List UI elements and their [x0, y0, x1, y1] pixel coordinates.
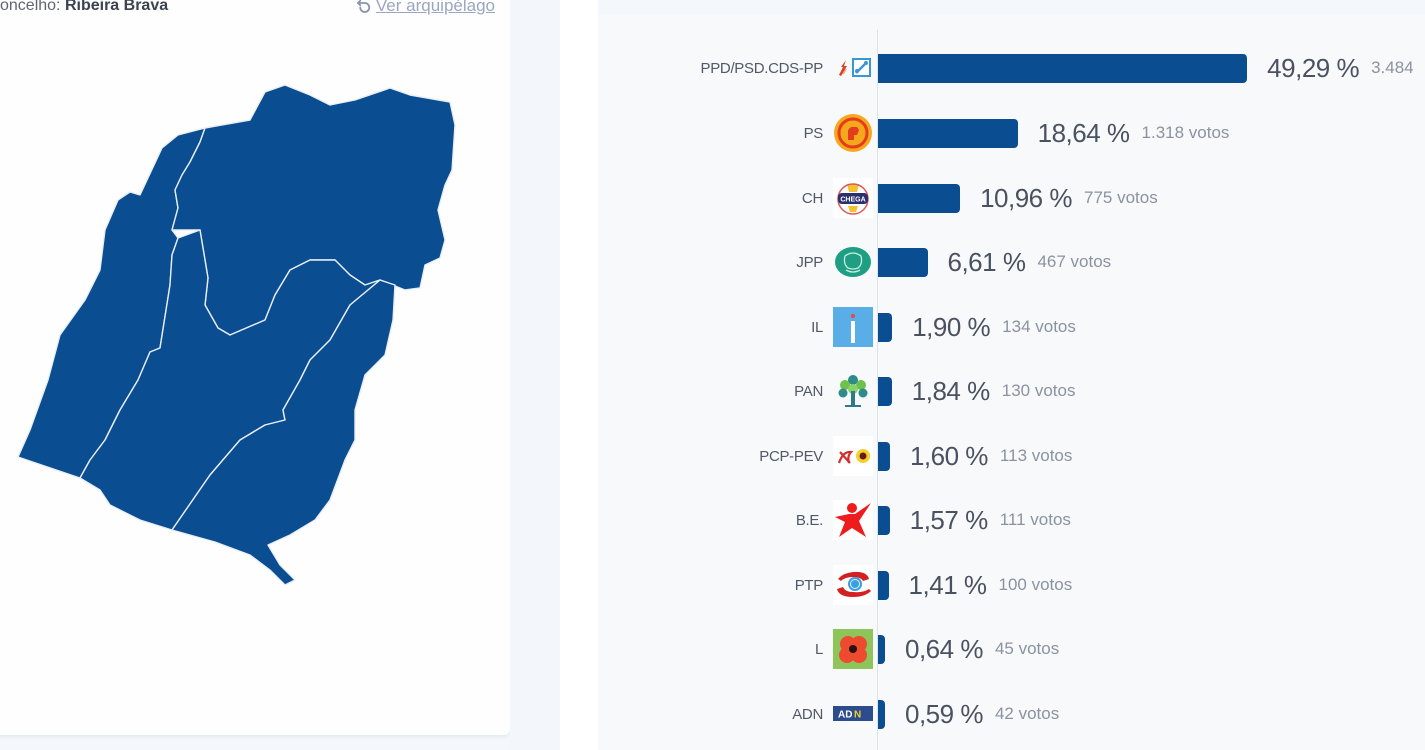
percentage-label: 1,84 % [911, 375, 990, 406]
result-bar [878, 248, 928, 277]
concelho-label: oncelho: [0, 0, 61, 14]
svg-text:N: N [854, 710, 861, 721]
svg-text:AD: AD [838, 710, 852, 721]
concelho-info: oncelho: Ribeira Brava [0, 0, 168, 15]
result-bar [878, 119, 1018, 148]
result-row[interactable]: PTP 1,41 % 100 votos [598, 565, 1425, 605]
party-name: PS [803, 124, 824, 142]
party-name: JPP [796, 253, 823, 271]
result-value: 1,84 % 130 votos [912, 371, 1076, 411]
psd-cds-logo-icon [832, 48, 874, 88]
percentage-label: 49,29 % [1267, 52, 1360, 83]
party-name: PCP-PEV [759, 447, 823, 465]
result-value: 1,41 % 100 votos [909, 565, 1073, 605]
votes-label: 42 votos [994, 704, 1060, 723]
party-name: L [814, 640, 823, 658]
votes-label: 100 votos [998, 575, 1073, 594]
party-name: PTP [794, 576, 824, 594]
view-archipelago-label: Ver arquipélago [375, 0, 495, 15]
result-row[interactable]: CH CHEGA 10,96 % 775 votos [598, 178, 1425, 218]
result-bar [878, 571, 889, 600]
parish-map[interactable] [0, 80, 470, 610]
pan-tree-logo-icon [832, 371, 874, 411]
party-name: PAN [794, 382, 823, 400]
result-bar [878, 700, 885, 729]
result-value: 1,90 % 134 votos [912, 307, 1076, 347]
map-card: oncelho: Ribeira Brava Ver arquipélago [0, 0, 510, 735]
result-bar [878, 377, 892, 406]
ps-fist-logo-icon [832, 113, 874, 153]
result-value: 1,57 % 111 votos [910, 500, 1071, 540]
result-row[interactable]: PCP-PEV 1,60 % 113 votos [598, 436, 1425, 476]
result-row[interactable]: B.E. 1,57 % 111 votos [598, 500, 1425, 540]
percentage-label: 1,60 % [909, 440, 988, 471]
result-bar [878, 506, 890, 535]
percentage-label: 1,90 % [912, 311, 991, 342]
votes-label: 134 votos [1002, 317, 1076, 336]
map-region-southeast[interactable] [171, 279, 396, 586]
party-name: ADN [792, 705, 823, 723]
votes-label: 3.484 [1371, 58, 1414, 77]
pcp-pev-logo-icon [832, 436, 874, 476]
spacer [560, 0, 598, 750]
votes-label: 111 votos [999, 510, 1071, 529]
party-name: IL [811, 318, 823, 336]
map-header: oncelho: Ribeira Brava Ver arquipélago [0, 0, 495, 18]
be-star-logo-icon [832, 500, 874, 540]
chega-logo-icon: CHEGA [832, 178, 874, 218]
percentage-label: 1,57 % [909, 504, 988, 535]
result-bar [878, 442, 890, 471]
percentage-label: 0,59 % [905, 698, 983, 729]
livre-poppy-logo-icon [832, 629, 874, 669]
result-row[interactable]: L 0,64 % 45 votos [598, 629, 1425, 669]
party-name: B.E. [795, 511, 823, 529]
ptp-logo-icon [832, 565, 874, 605]
result-row[interactable]: IL 1,90 % 134 votos [598, 307, 1425, 347]
votes-label: 45 votos [994, 639, 1060, 658]
result-value: 49,29 % 3.484 [1267, 48, 1413, 88]
result-bar [878, 313, 893, 342]
percentage-label: 1,41 % [908, 569, 987, 600]
view-archipelago-link[interactable]: Ver arquipélago [355, 0, 495, 16]
result-value: 1,60 % 113 votos [910, 436, 1072, 476]
result-row[interactable]: JPP 6,61 % 467 votos [598, 242, 1425, 282]
votes-label: 130 votos [1001, 381, 1076, 400]
adn-logo-icon: AD N [832, 694, 874, 734]
result-value: 10,96 % 775 votos [980, 178, 1158, 218]
undo-arrow-icon [356, 0, 371, 13]
votes-label: 1.318 votos [1141, 123, 1230, 142]
result-row[interactable]: PPD/PSD.CDS-PP 49,29 % 3.484 [598, 48, 1425, 88]
result-row[interactable]: PS 18,64 % 1.318 votos [598, 113, 1425, 153]
votes-label: 113 votos [999, 446, 1073, 465]
votes-label: 467 votos [1037, 252, 1112, 271]
result-value: 0,59 % 42 votos [905, 694, 1059, 734]
result-row[interactable]: PAN 1,84 % 130 votos [598, 371, 1425, 411]
separator-strip [510, 0, 560, 750]
percentage-label: 10,96 % [980, 182, 1072, 213]
votes-label: 775 votos [1083, 188, 1158, 207]
percentage-label: 18,64 % [1037, 117, 1130, 148]
party-name: PPD/PSD.CDS-PP [700, 59, 824, 77]
party-name: CH [801, 189, 823, 207]
result-row[interactable]: ADN AD N 0,59 % 42 votos [598, 694, 1425, 734]
result-bar [878, 184, 961, 213]
jpp-logo-icon [832, 242, 874, 282]
result-bar [878, 635, 885, 664]
result-value: 18,64 % 1.318 votos [1038, 113, 1230, 153]
result-value: 0,64 % 45 votos [905, 629, 1059, 669]
svg-text:CHEGA: CHEGA [840, 197, 865, 204]
result-value: 6,61 % 467 votos [948, 242, 1112, 282]
chart-axis-line [877, 30, 878, 750]
result-bar [878, 54, 1248, 83]
concelho-value: Ribeira Brava [64, 0, 169, 14]
percentage-label: 0,64 % [905, 633, 983, 664]
il-logo-icon [832, 307, 874, 347]
percentage-label: 6,61 % [947, 246, 1026, 277]
